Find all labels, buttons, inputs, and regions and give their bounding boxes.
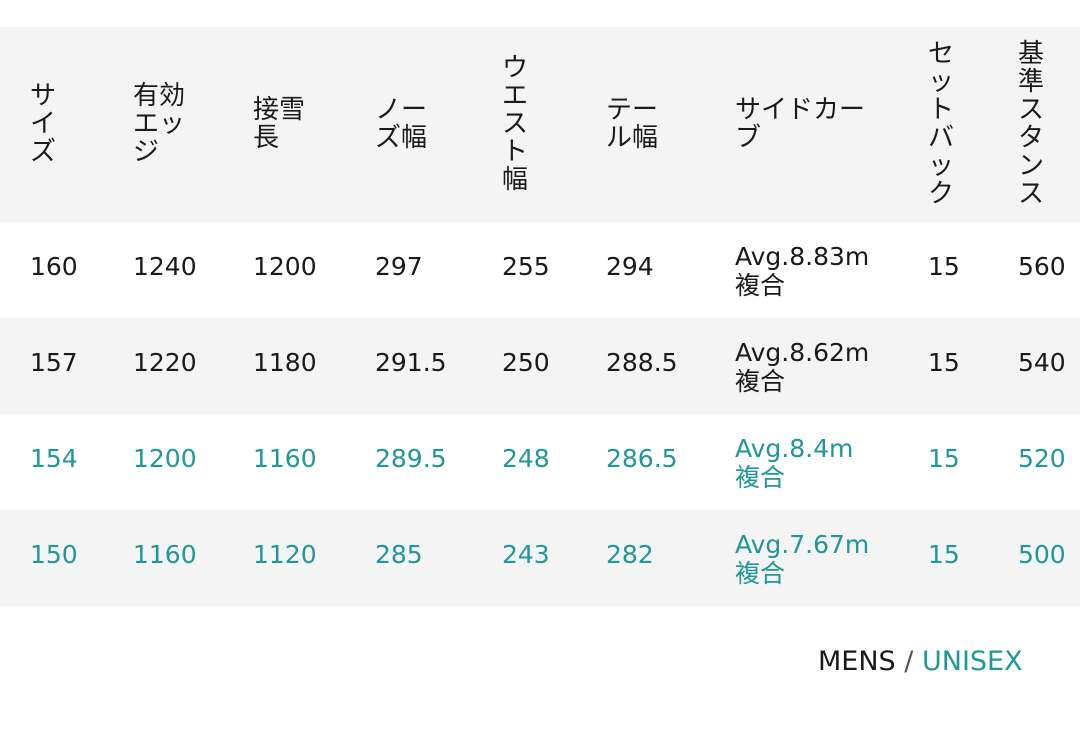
table-row: 157 1220 1180 291.5 250 288.5 Avg.8.62m 複合 15 540 (0, 318, 1080, 414)
table-cell: 289.5 (375, 444, 447, 473)
table-cell: 1160 (133, 540, 197, 569)
table-cell: 150 (30, 540, 78, 569)
table-header: サイズ 有効エッジ 接雪長 ノーズ幅 ウエスト幅 テール幅 サイドカーブ セットバック 基準スタ… (0, 27, 1080, 222)
table-cell: 255 (502, 252, 550, 281)
table-cell: 291.5 (375, 348, 447, 377)
sidecut-type: 複合 (735, 271, 786, 300)
legend-unisex: UNISEX (922, 646, 1023, 677)
table-cell: 286.5 (606, 444, 678, 473)
table-cell: 154 (30, 444, 78, 473)
table-cell: 560 (1018, 252, 1066, 281)
sidecut-cell: Avg.8.83m 複合 (735, 242, 869, 300)
column-header: 接雪長 (253, 95, 306, 153)
column-header: ウエスト幅 (502, 53, 529, 195)
column-header: ノーズ幅 (375, 95, 428, 153)
table-cell: 15 (928, 444, 960, 473)
column-header: サイドカーブ (735, 95, 866, 153)
sidecut-cell: Avg.8.4m 複合 (735, 434, 853, 492)
column-header: セットバック (928, 39, 955, 209)
table-cell: 157 (30, 348, 78, 377)
table-cell: 294 (606, 252, 654, 281)
column-header: 有効エッジ (133, 81, 186, 167)
table-cell: 1160 (253, 444, 317, 473)
table-cell: 1220 (133, 348, 197, 377)
sidecut-radius: Avg.7.67m (735, 530, 870, 559)
column-header: テール幅 (606, 95, 659, 153)
table-row: 154 1200 1160 289.5 248 286.5 Avg.8.4m 複合 15 520 (0, 414, 1080, 510)
sidecut-type: 複合 (735, 463, 786, 492)
table-cell: 250 (502, 348, 550, 377)
table-cell: 160 (30, 252, 78, 281)
legend-separator: / (904, 646, 914, 677)
sidecut-radius: Avg.8.62m (735, 338, 870, 367)
table-cell: 248 (502, 444, 550, 473)
table-cell: 285 (375, 540, 423, 569)
table-cell: 1240 (133, 252, 197, 281)
legend-mens: MENS (818, 646, 896, 677)
sidecut-cell: Avg.7.67m 複合 (735, 530, 869, 588)
sidecut-radius: Avg.8.83m (735, 242, 870, 271)
table-row: 160 1240 1200 297 255 294 Avg.8.83m 複合 15 560 (0, 222, 1080, 318)
table-cell: 15 (928, 252, 960, 281)
table-cell: 520 (1018, 444, 1066, 473)
size-legend: MENS / UNISEX (818, 646, 1023, 677)
table-cell: 1200 (133, 444, 197, 473)
table-cell: 282 (606, 540, 654, 569)
table-cell: 297 (375, 252, 423, 281)
table-cell: 288.5 (606, 348, 678, 377)
sidecut-type: 複合 (735, 559, 786, 588)
table-cell: 500 (1018, 540, 1066, 569)
table-cell: 1120 (253, 540, 317, 569)
sidecut-radius: Avg.8.4m (735, 434, 854, 463)
table-cell: 243 (502, 540, 550, 569)
sidecut-cell: Avg.8.62m 複合 (735, 338, 869, 396)
column-header: 基準スタンス (1018, 39, 1045, 209)
table-row: 150 1160 1120 285 243 282 Avg.7.67m 複合 15 500 (0, 510, 1080, 606)
table-cell: 15 (928, 540, 960, 569)
column-header: サイズ (30, 81, 57, 167)
table-cell: 540 (1018, 348, 1066, 377)
table-cell: 1200 (253, 252, 317, 281)
table-cell: 1180 (253, 348, 317, 377)
table-cell: 15 (928, 348, 960, 377)
sidecut-type: 複合 (735, 367, 786, 396)
